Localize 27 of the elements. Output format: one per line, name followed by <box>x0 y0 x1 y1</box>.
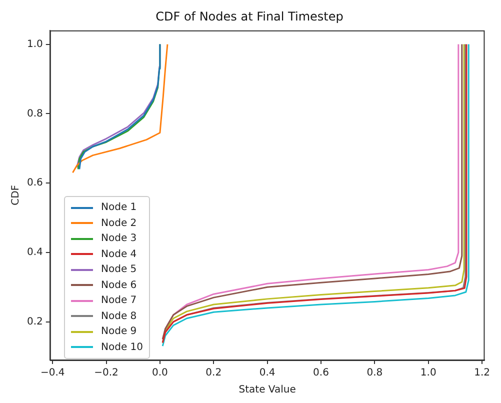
x-tick-label: 1.2 <box>474 368 490 379</box>
x-tick-label: −0.4 <box>40 368 65 379</box>
x-tick-label: 0.4 <box>259 368 276 379</box>
x-tick-label: 0.8 <box>366 368 383 379</box>
legend-label: Node 10 <box>101 342 144 353</box>
y-tick-label: 0.2 <box>26 316 43 328</box>
legend-label: Node 8 <box>101 310 137 322</box>
x-tick-label: 0.2 <box>206 368 222 379</box>
y-tick-label: 0.4 <box>26 247 43 258</box>
legend-label: Node 5 <box>101 264 137 276</box>
legend-label: Node 3 <box>101 233 137 244</box>
x-axis-title: State Value <box>238 384 296 396</box>
x-tick-label: −0.2 <box>94 368 118 379</box>
chart-title: CDF of Nodes at Final Timestep <box>156 9 344 24</box>
legend-label: Node 4 <box>101 248 137 260</box>
legend-label: Node 6 <box>101 280 137 291</box>
y-axis-title: CDF <box>10 184 22 206</box>
y-tick-label: 0.6 <box>26 178 43 189</box>
legend-label: Node 9 <box>101 326 137 338</box>
legend-label: Node 2 <box>101 218 137 229</box>
x-tick-label: 1.0 <box>420 368 436 379</box>
y-tick-label: 0.8 <box>26 108 43 120</box>
legend-label: Node 1 <box>101 202 137 214</box>
x-tick-label: 0.0 <box>152 368 168 379</box>
legend-label: Node 7 <box>101 295 137 306</box>
y-tick-label: 1.0 <box>26 38 43 50</box>
x-tick-label: 0.6 <box>313 368 329 379</box>
